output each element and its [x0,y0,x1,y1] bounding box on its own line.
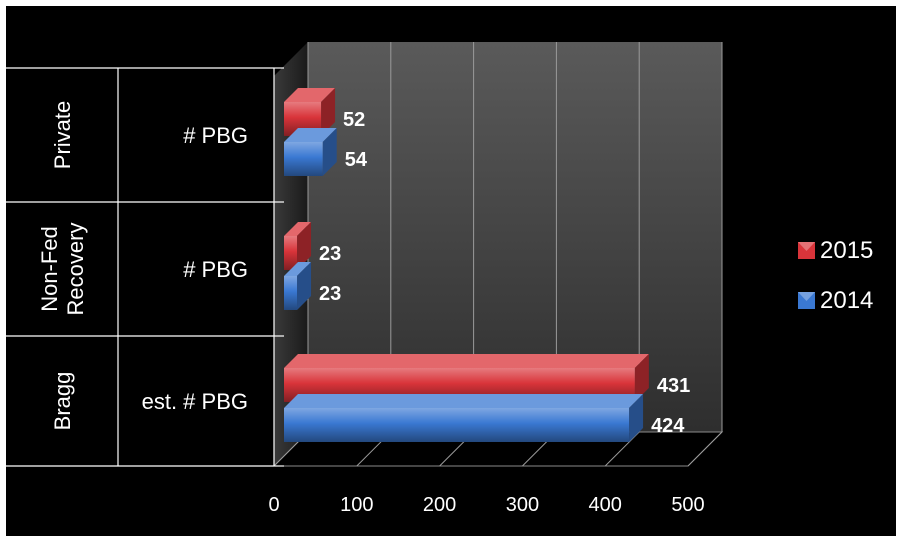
legend-swatch-highlight [798,242,815,251]
x-tick-label: 100 [340,494,373,516]
data-label: 23 [319,243,341,265]
legend-swatch-highlight [798,292,815,301]
bar-top-face [284,354,649,368]
category-label: est. # PBG [142,389,248,414]
bar-top-face [284,128,337,142]
floor-gridline [687,431,723,467]
bar-2014-2[interactable] [284,142,323,176]
group-label: Bragg [50,372,75,431]
x-tick-label: 300 [506,494,539,516]
pbg-bar-chart: 0 100 200 300 400 500 Bragg est. # PBG 431 424 Non… [6,42,873,516]
floor-gridline [604,431,640,467]
bar-2014-1[interactable] [284,276,298,310]
bar-top-face [284,262,312,276]
category-label: # PBG [183,123,248,148]
x-tick-label: 400 [589,494,622,516]
legend-entry: 2014 [820,287,873,314]
bar-end-face [322,128,337,176]
bar-top-face [284,88,336,102]
data-label: 424 [651,415,685,437]
bar-top-face [284,222,312,236]
data-label: 431 [657,375,690,397]
x-tick-label: 200 [423,494,456,516]
data-label: 52 [343,109,365,131]
bar-2015-1[interactable] [284,236,298,270]
group-label: Non-FedRecovery [37,223,88,316]
back-wall [308,42,722,432]
x-tick-label: 500 [671,494,704,516]
bar-2014-0[interactable] [284,408,630,442]
bar-end-face [321,88,336,136]
bar-top-face [284,394,644,408]
chart-frame: 0 100 200 300 400 500 Bragg est. # PBG 431 424 Non… [6,6,896,536]
bar-end-face [297,222,312,270]
group-label: Private [50,101,75,169]
bar-end-face [297,262,312,310]
bar-end-face [629,394,644,442]
category-label: # PBG [183,257,248,282]
data-label: 23 [319,283,341,305]
legend-entry: 2015 [820,237,873,264]
data-label: 54 [345,149,368,171]
x-tick-label: 0 [268,494,279,516]
bar-end-face [634,354,649,402]
